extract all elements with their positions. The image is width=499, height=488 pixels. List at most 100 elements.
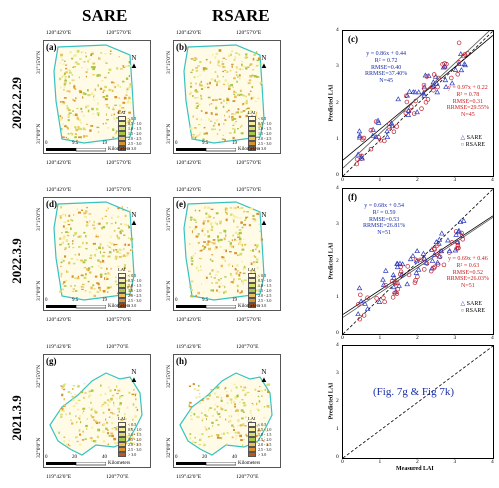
rsare-point xyxy=(415,274,420,279)
lai-pixel xyxy=(114,104,118,106)
lai-pixel xyxy=(66,270,68,273)
lai-pixel xyxy=(257,395,260,398)
lai-pixel xyxy=(207,235,211,238)
north-arrow-shape-icon: ▲ xyxy=(260,375,268,384)
lai-pixel xyxy=(90,414,93,417)
lai-pixel xyxy=(194,136,198,138)
lai-pixel xyxy=(108,241,112,244)
bottom-lon-label: 120°57'0"E xyxy=(106,160,132,166)
lai-pixel xyxy=(216,386,220,389)
lai-pixel xyxy=(60,272,63,276)
lai-pixel xyxy=(76,63,80,65)
lai-pixel xyxy=(255,434,257,438)
lai-pixel xyxy=(80,51,82,54)
lai-pixel xyxy=(88,407,90,409)
legend-label: 1.0 - 1.5 xyxy=(258,126,272,131)
lai-pixel xyxy=(118,252,122,254)
lai-pixel xyxy=(107,245,109,247)
lai-pixel xyxy=(191,230,193,233)
lai-pixel xyxy=(208,247,211,251)
lai-pixel xyxy=(189,433,192,435)
lai-pixel xyxy=(233,58,236,61)
lai-pixel xyxy=(202,443,205,446)
lai-pixel xyxy=(60,55,63,58)
bottom-lon-label: 120°57'0"E xyxy=(236,317,262,323)
column-header-rsare: RSARE xyxy=(212,6,270,25)
lai-pixel xyxy=(121,206,123,209)
lai-pixel xyxy=(229,398,233,401)
lai-pixel xyxy=(117,84,119,87)
y-tick-label: 4 xyxy=(336,185,339,191)
lai-pixel xyxy=(119,232,122,235)
sare-point xyxy=(395,96,402,102)
lai-pixel xyxy=(238,273,241,277)
lai-pixel xyxy=(67,231,70,234)
lai-pixel xyxy=(238,53,241,56)
lai-pixel xyxy=(96,222,98,225)
sare-equation-line: R² = 0.72 xyxy=(374,57,398,64)
lai-pixel xyxy=(252,218,255,220)
lai-pixel xyxy=(93,288,96,290)
lai-pixel xyxy=(124,65,128,67)
lai-pixel xyxy=(234,396,237,398)
lai-pixel xyxy=(76,107,79,109)
one-to-one-line xyxy=(343,346,493,458)
lai-pixel xyxy=(86,418,88,420)
lai-pixel xyxy=(119,104,122,107)
lai-pixel xyxy=(63,384,65,387)
sare-point xyxy=(457,51,464,57)
lai-pixel xyxy=(104,277,106,280)
lai-pixel xyxy=(106,291,109,293)
sare-point xyxy=(421,255,428,261)
rsare-equation-line: RMSE=0.31 xyxy=(452,98,483,105)
lai-pixel xyxy=(112,108,115,111)
lai-pixel xyxy=(69,69,71,72)
lai-pixel xyxy=(79,443,82,446)
lai-pixel xyxy=(242,423,245,426)
lai-pixel xyxy=(192,95,194,98)
lai-pixel xyxy=(60,53,63,56)
lai-pixel xyxy=(260,238,264,241)
lai-pixel xyxy=(232,234,235,237)
lai-pixel xyxy=(117,265,120,268)
sare-point xyxy=(412,89,418,95)
legend-title: LAI xyxy=(248,267,256,272)
lai-pixel xyxy=(202,248,205,250)
lai-pixel xyxy=(111,428,114,430)
lai-pixel xyxy=(80,107,83,110)
lai-pixel xyxy=(242,389,245,391)
lai-pixel xyxy=(249,63,253,66)
lai-pixel xyxy=(220,283,222,285)
lai-pixel xyxy=(258,250,261,253)
lai-pixel xyxy=(226,432,229,434)
lai-pixel xyxy=(224,388,226,390)
lai-pixel xyxy=(59,237,62,240)
lai-pixel xyxy=(102,246,104,250)
scale-tick: 0 xyxy=(45,141,48,146)
lai-pixel xyxy=(241,104,243,106)
lai-pixel xyxy=(217,241,220,243)
lai-pixel xyxy=(99,289,101,292)
lai-pixel xyxy=(62,407,65,409)
rsare-equation-line: y = 0.97x + 0.22 xyxy=(447,85,488,91)
lai-pixel xyxy=(240,290,243,293)
lai-pixel xyxy=(102,290,106,293)
lai-pixel xyxy=(76,258,79,261)
lai-pixel xyxy=(59,216,62,219)
lai-pixel xyxy=(215,107,218,110)
y-tick-label: 2 xyxy=(336,398,339,404)
lai-pixel xyxy=(240,132,244,135)
lai-pixel xyxy=(112,106,114,109)
lai-pixel xyxy=(126,101,130,104)
lai-pixel xyxy=(195,266,198,270)
lai-pixel xyxy=(245,53,248,56)
lai-pixel xyxy=(75,415,77,418)
lai-pixel xyxy=(258,223,260,225)
lai-pixel xyxy=(240,409,244,412)
legend-swatch xyxy=(248,145,256,152)
lai-pixel xyxy=(189,216,193,218)
lai-pixel xyxy=(129,294,132,296)
lai-pixel xyxy=(64,279,68,282)
sare-point xyxy=(362,300,368,306)
map-frame xyxy=(173,40,281,154)
